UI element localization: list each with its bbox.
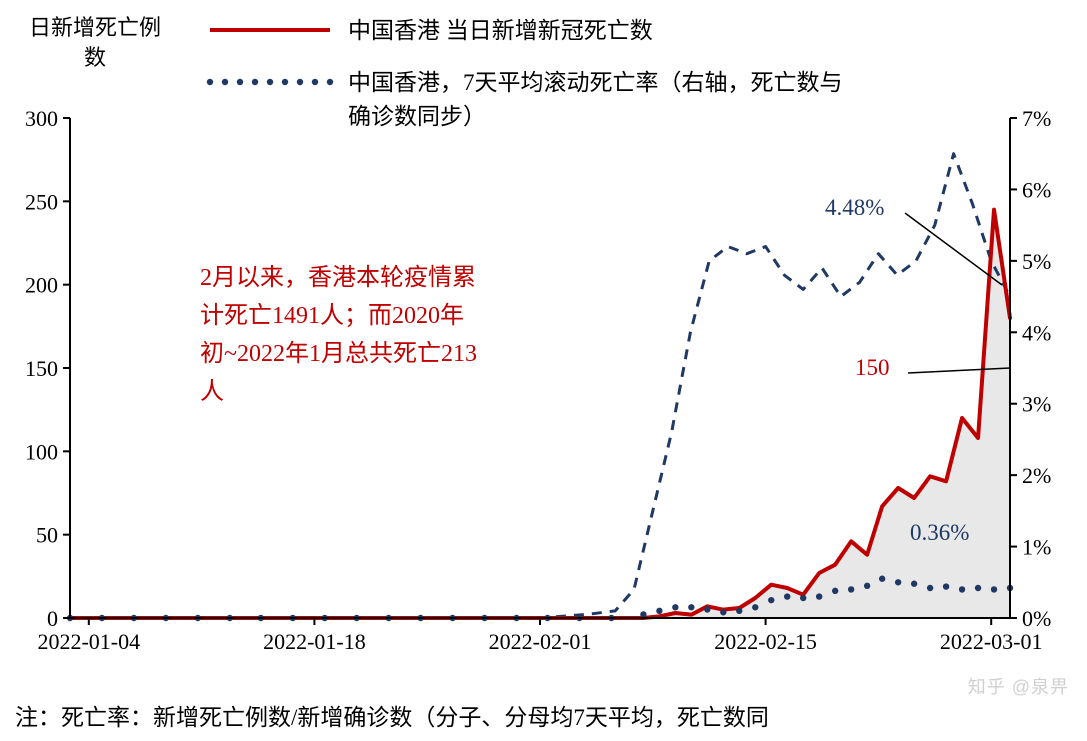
annotation-red-line: 计死亡1491人；而2020年 <box>200 302 464 329</box>
annotation-red-line: 初~2022年1月总共死亡213 <box>200 340 477 367</box>
yleft-tick-label: 300 <box>25 106 58 131</box>
x-tick-label: 2022-02-15 <box>714 629 817 654</box>
yright-tick-label: 7% <box>1022 106 1051 131</box>
x-tick-label: 2022-01-04 <box>37 629 140 654</box>
yleft-tick-label: 50 <box>36 523 58 548</box>
yleft-tick-label: 150 <box>25 356 58 381</box>
yleft-title-line2: 数 <box>84 45 106 70</box>
x-tick-label: 2022-01-18 <box>263 629 366 654</box>
yright-tick-label: 3% <box>1022 392 1051 417</box>
yright-tick-label: 5% <box>1022 249 1051 274</box>
yright-tick-label: 2% <box>1022 463 1051 488</box>
legend-label-rate-2: 确诊数同步） <box>348 104 486 129</box>
yleft-tick-label: 250 <box>25 189 58 214</box>
annotation-448: 4.48% <box>825 195 884 220</box>
footnote-text: 注：死亡率：新增死亡例数/新增确诊数（分子、分母均7天平均，死亡数同 <box>15 705 769 730</box>
yleft-tick-label: 0 <box>47 606 58 631</box>
legend-label-rate-1: 中国香港，7天平均滚动死亡率（右轴，死亡数与 <box>348 70 843 95</box>
leader-448 <box>905 213 1002 285</box>
yright-tick-label: 6% <box>1022 177 1051 202</box>
yright-tick-label: 1% <box>1022 535 1051 560</box>
yright-tick-label: 0% <box>1022 606 1051 631</box>
annotation-150: 150 <box>855 355 890 380</box>
chart-svg: 0 50 100 150 200 250 300 0% 1% 2% 3% 4% 5% 6% 7% 2022-0… <box>0 0 1087 741</box>
yright-tick-label: 4% <box>1022 320 1051 345</box>
annotation-036: 0.36% <box>910 520 969 545</box>
chart-root: 0 50 100 150 200 250 300 0% 1% 2% 3% 4% 5% 6% 7% 2022-0… <box>0 0 1087 741</box>
legend-label-deaths: 中国香港 当日新增新冠死亡数 <box>348 18 653 43</box>
x-tick-label: 2022-02-01 <box>489 629 592 654</box>
annotation-red-line: 人 <box>200 379 224 405</box>
yleft-tick-label: 100 <box>25 439 58 464</box>
legend-swatch-rate <box>207 79 333 85</box>
yleft-tick-label: 200 <box>25 273 58 298</box>
annotation-red-line: 2月以来，香港本轮疫情累 <box>200 264 476 291</box>
x-tick-label: 2022-03-01 <box>940 629 1043 654</box>
yleft-title-line1: 日新增死亡例 <box>29 15 161 40</box>
